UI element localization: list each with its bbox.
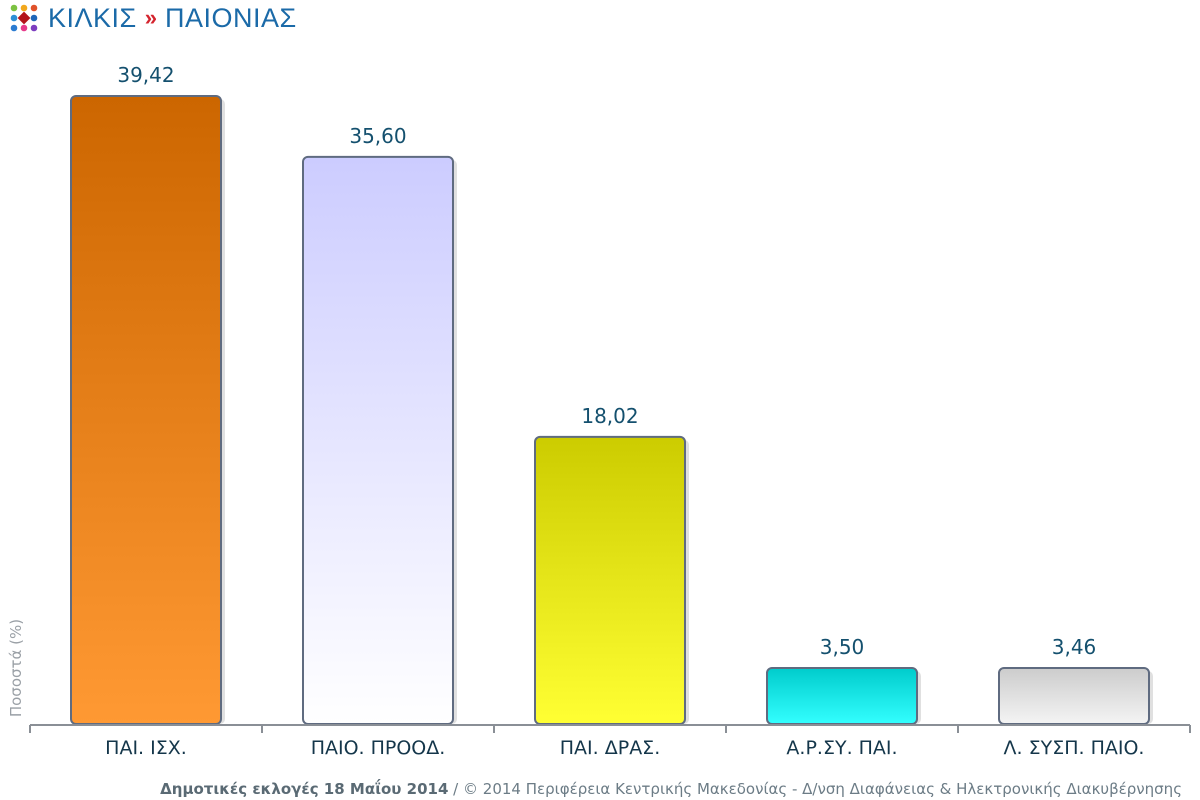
y-axis-label: Ποσοστά (%)	[7, 618, 25, 718]
bar-3[interactable]	[766, 667, 918, 725]
breadcrumb-region[interactable]: ΚΙΛΚΙΣ	[48, 2, 137, 33]
footer-event: Δημοτικές εκλογές 18 Μαΐου 2014	[160, 780, 449, 798]
data-label-4: 3,46	[1052, 635, 1097, 659]
bar-4[interactable]	[998, 667, 1150, 725]
bar-0[interactable]	[70, 95, 222, 725]
footer-separator: /	[453, 780, 459, 798]
category-label-4: Λ. ΣΥΣΠ. ΠΑΙΟ.	[1004, 737, 1145, 759]
footer: Δημοτικές εκλογές 18 Μαΐου 2014 / © 2014…	[0, 780, 1182, 798]
data-label-2: 18,02	[581, 404, 638, 428]
data-label-1: 35,60	[349, 124, 406, 148]
data-label-3: 3,50	[820, 635, 865, 659]
breadcrumb: ΚΙΛΚΙΣ » ΠΑΙΟΝΙΑΣ	[8, 0, 297, 36]
bar-2[interactable]	[534, 435, 686, 725]
data-label-0: 39,42	[117, 63, 174, 87]
category-label-0: ΠΑΙ. ΙΣΧ.	[105, 737, 187, 759]
category-label-3: Α.Ρ.ΣΥ. ΠΑΙ.	[786, 737, 897, 759]
category-label-1: ΠΑΙΟ. ΠΡΟΟΔ.	[311, 737, 446, 759]
bars	[70, 95, 1153, 725]
breadcrumb-separator: »	[144, 5, 157, 30]
category-label-2: ΠΑΙ. ΔΡΑΣ.	[560, 737, 660, 759]
bar-1[interactable]	[302, 155, 454, 725]
x-axis: ΠΑΙ. ΙΣΧ. ΠΑΙΟ. ΠΡΟΟΔ. ΠΑΙ. ΔΡΑΣ. Α.Ρ.ΣΥ. Π…	[29, 724, 1191, 759]
footer-credit: © 2014 Περιφέρεια Κεντρικής Μακεδονίας -…	[463, 780, 1182, 798]
dots-logo-icon	[10, 4, 38, 32]
breadcrumb-municipality: ΠΑΙΟΝΙΑΣ	[165, 2, 297, 33]
data-labels: 39,42 35,60 18,02 3,50 3,46	[117, 63, 1096, 659]
